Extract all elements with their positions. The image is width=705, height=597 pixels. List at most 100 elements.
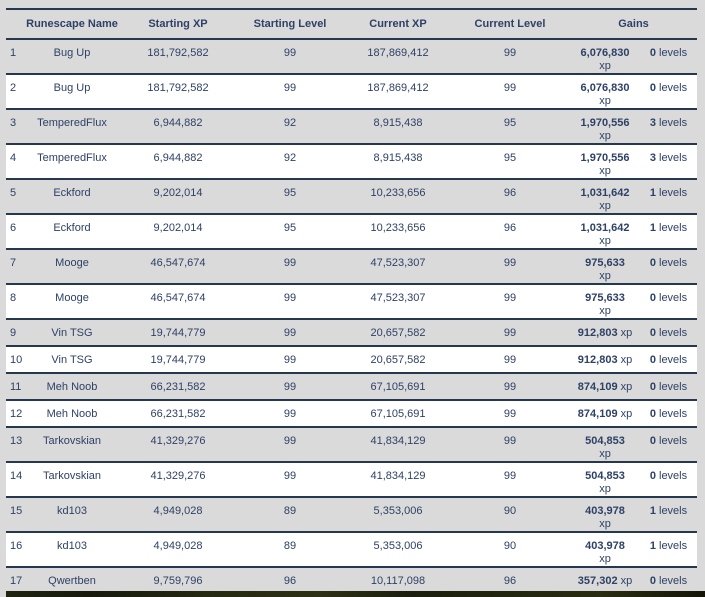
gains-xp-value: 403,978 bbox=[585, 540, 625, 552]
current-level-value: 96 bbox=[450, 179, 570, 215]
column-header-rank bbox=[6, 9, 22, 40]
gains-xp-unit: xp bbox=[620, 327, 633, 339]
current-xp-value: 41,834,129 bbox=[346, 427, 450, 463]
table-row: 2 Bug Up 181,792,582 99 187,869,412 99 6… bbox=[6, 74, 698, 110]
gains-levels-value: 0 bbox=[649, 408, 656, 420]
gains-xp-value: 975,633 bbox=[585, 257, 625, 269]
xp-gains-table: Runescape Name Starting XP Starting Leve… bbox=[6, 8, 698, 595]
player-name: Bug Up bbox=[22, 39, 122, 75]
starting-xp-value: 19,744,779 bbox=[122, 319, 234, 347]
gains-levels-cell: 1 levels bbox=[640, 179, 698, 215]
gains-levels-value: 1 bbox=[649, 540, 656, 552]
background-image-strip bbox=[6, 591, 705, 597]
gains-levels-unit: levels bbox=[659, 381, 688, 393]
gains-levels-unit: levels bbox=[659, 408, 688, 420]
gains-levels-value: 1 bbox=[649, 505, 656, 517]
current-xp-value: 8,915,438 bbox=[346, 109, 450, 145]
starting-xp-value: 41,329,276 bbox=[122, 427, 234, 463]
gains-xp-cell: 6,076,830 xp bbox=[570, 74, 640, 110]
gains-xp-unit: xp bbox=[599, 130, 611, 142]
gains-xp-cell: 6,076,830 xp bbox=[570, 39, 640, 75]
player-name: TemperedFlux bbox=[22, 144, 122, 180]
gains-xp-value: 504,853 bbox=[585, 435, 625, 447]
starting-xp-value: 46,547,674 bbox=[122, 284, 234, 320]
player-name: TemperedFlux bbox=[22, 109, 122, 145]
starting-level-value: 99 bbox=[234, 74, 346, 110]
player-name: Qwertben bbox=[22, 567, 122, 595]
gains-xp-unit: xp bbox=[599, 448, 611, 460]
gains-xp-cell: 403,978 xp bbox=[570, 497, 640, 533]
gains-levels-value: 0 bbox=[649, 354, 656, 366]
gains-xp-unit: xp bbox=[599, 235, 611, 247]
row-rank: 16 bbox=[6, 532, 22, 568]
current-xp-value: 10,233,656 bbox=[346, 214, 450, 250]
current-xp-value: 187,869,412 bbox=[346, 39, 450, 75]
starting-level-value: 95 bbox=[234, 179, 346, 215]
starting-level-value: 89 bbox=[234, 497, 346, 533]
player-name: Eckford bbox=[22, 214, 122, 250]
gains-xp-value: 357,302 bbox=[577, 575, 618, 587]
starting-level-value: 96 bbox=[234, 567, 346, 595]
column-header-gains: Gains bbox=[570, 9, 698, 40]
player-name: kd103 bbox=[22, 532, 122, 568]
player-name: Meh Noob bbox=[22, 400, 122, 428]
gains-xp-value: 403,978 bbox=[585, 505, 625, 517]
gains-levels-cell: 3 levels bbox=[640, 144, 698, 180]
gains-xp-cell: 912,803 xp bbox=[570, 346, 640, 374]
current-level-value: 99 bbox=[450, 74, 570, 110]
gains-levels-cell: 1 levels bbox=[640, 497, 698, 533]
gains-xp-value: 1,970,556 bbox=[580, 152, 630, 164]
gains-xp-unit: xp bbox=[599, 165, 611, 177]
column-header-current-level: Current Level bbox=[450, 9, 570, 40]
starting-xp-value: 4,949,028 bbox=[122, 497, 234, 533]
current-level-value: 96 bbox=[450, 214, 570, 250]
player-name: kd103 bbox=[22, 497, 122, 533]
starting-xp-value: 9,759,796 bbox=[122, 567, 234, 595]
gains-levels-cell: 0 levels bbox=[640, 284, 698, 320]
current-xp-value: 67,105,691 bbox=[346, 400, 450, 428]
gains-levels-unit: levels bbox=[659, 540, 688, 552]
gains-xp-unit: xp bbox=[599, 518, 611, 530]
row-rank: 12 bbox=[6, 400, 22, 428]
current-level-value: 99 bbox=[450, 39, 570, 75]
gains-levels-value: 0 bbox=[649, 575, 656, 587]
gains-levels-unit: levels bbox=[659, 575, 688, 587]
current-xp-value: 47,523,307 bbox=[346, 284, 450, 320]
gains-levels-unit: levels bbox=[659, 152, 688, 164]
table-row: 6 Eckford 9,202,014 95 10,233,656 96 1,0… bbox=[6, 214, 698, 250]
gains-xp-cell: 504,853 xp bbox=[570, 462, 640, 498]
gains-levels-unit: levels bbox=[659, 292, 688, 304]
gains-levels-cell: 0 levels bbox=[640, 319, 698, 347]
current-xp-value: 10,233,656 bbox=[346, 179, 450, 215]
gains-levels-unit: levels bbox=[659, 82, 688, 94]
gains-levels-cell: 0 levels bbox=[640, 400, 698, 428]
gains-levels-cell: 3 levels bbox=[640, 109, 698, 145]
gains-xp-cell: 403,978 xp bbox=[570, 532, 640, 568]
gains-xp-value: 6,076,830 bbox=[580, 47, 630, 59]
table-row: 9 Vin TSG 19,744,779 99 20,657,582 99 91… bbox=[6, 319, 698, 347]
gains-xp-unit: xp bbox=[599, 305, 611, 317]
gains-xp-unit: xp bbox=[620, 354, 633, 366]
starting-xp-value: 6,944,882 bbox=[122, 144, 234, 180]
current-level-value: 99 bbox=[450, 373, 570, 401]
current-level-value: 99 bbox=[450, 249, 570, 285]
gains-xp-unit: xp bbox=[599, 270, 611, 282]
table-row: 14 Tarkovskian 41,329,276 99 41,834,129 … bbox=[6, 462, 698, 498]
table-row: 10 Vin TSG 19,744,779 99 20,657,582 99 9… bbox=[6, 346, 698, 374]
starting-xp-value: 9,202,014 bbox=[122, 214, 234, 250]
row-rank: 10 bbox=[6, 346, 22, 374]
gains-xp-cell: 874,109 xp bbox=[570, 400, 640, 428]
current-level-value: 99 bbox=[450, 427, 570, 463]
gains-xp-value: 874,109 bbox=[577, 408, 618, 420]
table-row: 3 TemperedFlux 6,944,882 92 8,915,438 95… bbox=[6, 109, 698, 145]
current-level-value: 99 bbox=[450, 319, 570, 347]
row-rank: 14 bbox=[6, 462, 22, 498]
current-level-value: 95 bbox=[450, 109, 570, 145]
row-rank: 2 bbox=[6, 74, 22, 110]
gains-levels-cell: 0 levels bbox=[640, 462, 698, 498]
player-name: Meh Noob bbox=[22, 373, 122, 401]
starting-level-value: 99 bbox=[234, 462, 346, 498]
starting-level-value: 89 bbox=[234, 532, 346, 568]
table-row: 4 TemperedFlux 6,944,882 92 8,915,438 95… bbox=[6, 144, 698, 180]
row-rank: 7 bbox=[6, 249, 22, 285]
